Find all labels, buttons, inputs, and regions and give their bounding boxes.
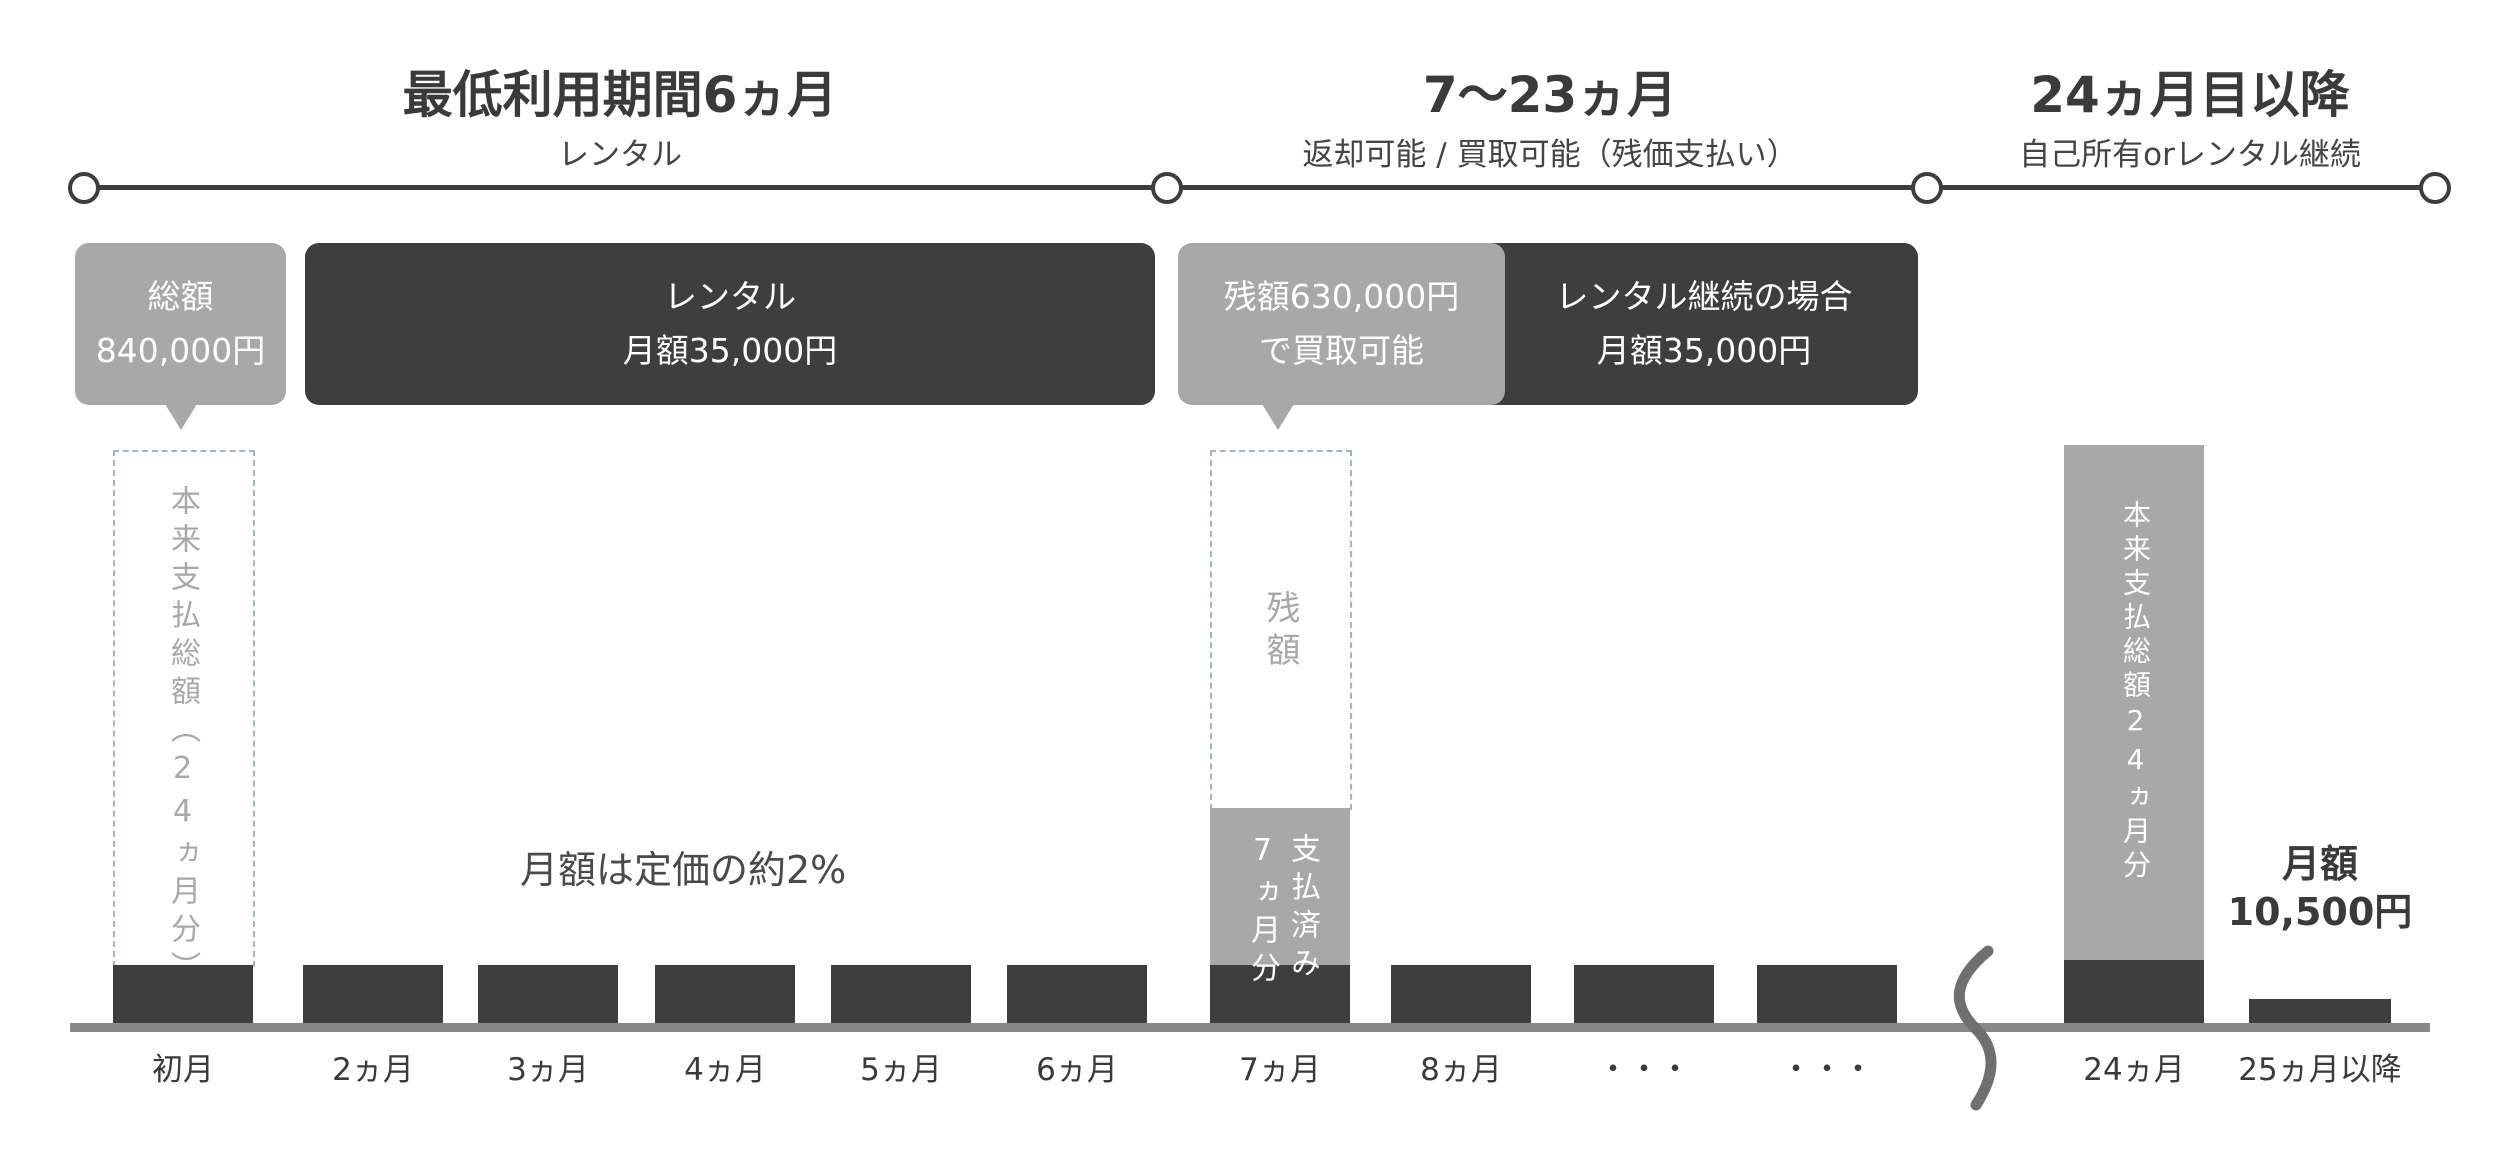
- x-label-month-25-plus: 25ヵ月以降: [2238, 1052, 2402, 1088]
- timeline-node-month7: [1151, 172, 1183, 204]
- phase-subtitle-minimum: レンタル: [558, 137, 682, 173]
- rental-label: レンタル: [664, 277, 796, 316]
- x-label-month-3: 3ヵ月: [507, 1052, 589, 1088]
- bar-month-7: [1210, 965, 1350, 1025]
- timeline-line: [80, 185, 2440, 190]
- buyout-note: で買取可能: [1259, 331, 1424, 370]
- paid-seven-months-bar: [1210, 808, 1350, 968]
- phase-title-minimum: 最低利用期間6ヵ月: [402, 66, 838, 124]
- phase-title-middle: 7〜23ヵ月: [1422, 66, 1678, 124]
- buyout-amount: 残額630,000円: [1223, 277, 1460, 316]
- bar-month-5: [831, 965, 971, 1025]
- bar-month-8: [1391, 965, 1531, 1025]
- buyout-box: 残額630,000円 で買取可能: [1178, 243, 1505, 405]
- phase-subtitle-after24: 自己所有orレンタル継続: [2019, 137, 2361, 173]
- x-label-ellipsis-1: ・・・: [1597, 1052, 1691, 1088]
- total-amount-value: 840,000円: [95, 331, 266, 370]
- first-month-total-text: 本来支払総額（24ヵ月分）: [165, 485, 200, 989]
- x-label-month-7: 7ヵ月: [1239, 1052, 1321, 1088]
- total-amount-label: 総額: [147, 277, 214, 316]
- x-label-month-4: 4ヵ月: [684, 1052, 766, 1088]
- bar-month-10: [1757, 965, 1897, 1025]
- x-label-month-24: 24ヵ月: [2083, 1052, 2185, 1088]
- timeline-node-start: [68, 172, 100, 204]
- rental-box: レンタル 月額35,000円: [305, 243, 1155, 405]
- wavy-break-icon: [1953, 945, 1997, 1111]
- month24-total-bar: [2064, 445, 2204, 963]
- bar-month-3: [478, 965, 618, 1025]
- timeline-node-end: [2419, 172, 2451, 204]
- phase-subtitle-middle: 返却可能 / 買取可能（残価支払い）: [1302, 137, 1798, 173]
- phase-title-after24: 24ヵ月目以降: [2030, 66, 2350, 124]
- residual-text: 残額: [1260, 590, 1300, 674]
- rental-continue-fee: 月額35,000円: [1596, 331, 1812, 370]
- bar-month-1: [113, 965, 253, 1025]
- total-amount-box: 総額 840,000円: [75, 243, 286, 405]
- bar-month-6: [1007, 965, 1147, 1025]
- after25-fee-note: 月額 10,500円: [2220, 840, 2420, 936]
- rental-continue-label: レンタル継続の場合: [1555, 277, 1853, 316]
- buyout-pointer: [1262, 404, 1294, 430]
- bar-month-9: [1574, 965, 1714, 1025]
- rental-monthly-fee: 月額35,000円: [622, 331, 838, 370]
- x-label-month-2: 2ヵ月: [332, 1052, 414, 1088]
- after25-fee-label: 月額: [2281, 842, 2358, 886]
- x-label-month-8: 8ヵ月: [1420, 1052, 1502, 1088]
- baseline: [70, 1023, 2430, 1032]
- month24-total-text: 本来支払総額24ヵ月分: [2119, 500, 2152, 884]
- monthly-rate-note: 月額は定価の約2%: [520, 848, 847, 892]
- total-amount-pointer: [165, 404, 197, 430]
- bar-month-4: [655, 965, 795, 1025]
- x-label-month-5: 5ヵ月: [860, 1052, 942, 1088]
- bar-month-2: [303, 965, 443, 1025]
- x-label-month-1: 初月: [152, 1052, 214, 1088]
- paid-months-label: 7ヵ月分: [1245, 833, 1280, 990]
- bar-month-25-plus: [2249, 999, 2391, 1025]
- x-label-ellipsis-2: ・・・: [1780, 1052, 1874, 1088]
- timeline-node-month24: [1911, 172, 1943, 204]
- bar-month-24: [2064, 960, 2204, 1025]
- x-label-month-6: 6ヵ月: [1036, 1052, 1118, 1088]
- paid-label: 支払済み: [1285, 833, 1320, 985]
- after25-fee-value: 10,500円: [2227, 890, 2413, 934]
